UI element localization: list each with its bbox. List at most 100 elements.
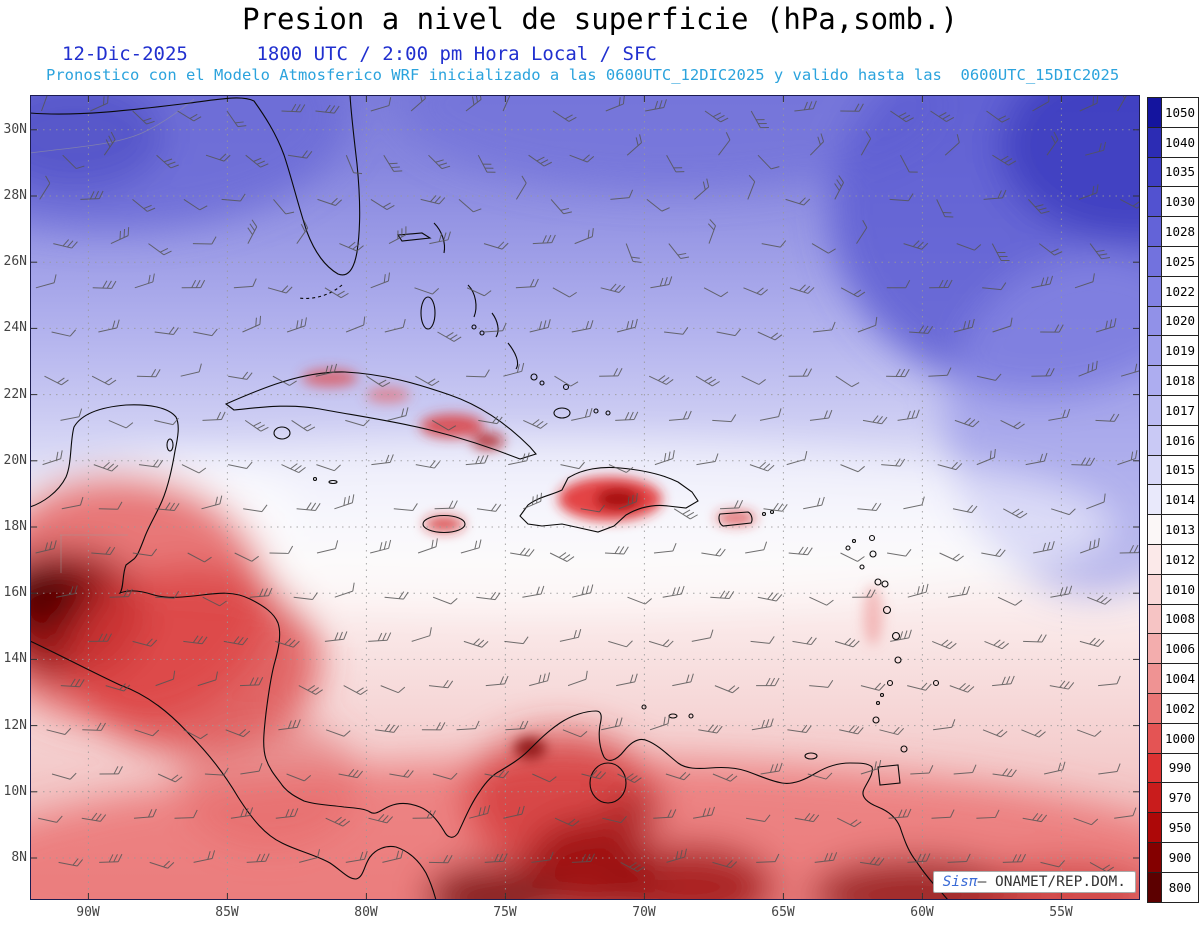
lat-label: 14N xyxy=(3,651,27,666)
colorbar-value: 1040 xyxy=(1162,126,1199,158)
colorbar-level: 970 xyxy=(1147,782,1199,814)
colorbar-value: 1022 xyxy=(1162,275,1199,307)
colorbar-level: 1020 xyxy=(1147,305,1199,337)
lat-label: 24N xyxy=(3,320,27,335)
colorbar-level: 1016 xyxy=(1147,424,1199,456)
colorbar-level: 1012 xyxy=(1147,543,1199,575)
lon-label: 55W xyxy=(1049,905,1073,920)
colorbar-swatch xyxy=(1147,484,1162,516)
colorbar-swatch xyxy=(1147,543,1162,575)
colorbar-value: 1019 xyxy=(1162,335,1199,367)
lon-label: 70W xyxy=(632,905,656,920)
colorbar-swatch xyxy=(1147,156,1162,188)
colorbar-swatch xyxy=(1147,841,1162,873)
colorbar-value: 1000 xyxy=(1162,722,1199,754)
colorbar-swatch xyxy=(1147,365,1162,396)
watermark-text: – ONAMET/REP.DOM. xyxy=(977,874,1126,890)
colorbar-level: 1000 xyxy=(1147,722,1199,754)
lon-label: 85W xyxy=(215,905,239,920)
colorbar-swatch xyxy=(1147,245,1162,277)
colorbar-level: 1010 xyxy=(1147,573,1199,605)
forecast-line: Pronostico con el Modelo Atmosferico WRF… xyxy=(46,66,1120,84)
lon-label: 80W xyxy=(354,905,378,920)
colorbar-level: 950 xyxy=(1147,812,1199,843)
colorbar-swatch xyxy=(1147,692,1162,724)
colorbar-swatch xyxy=(1147,812,1162,843)
colorbar-value: 1018 xyxy=(1162,365,1199,396)
colorbar-swatch xyxy=(1147,663,1162,694)
colorbar-swatch xyxy=(1147,454,1162,486)
colorbar-swatch xyxy=(1147,633,1162,665)
colorbar-level: 900 xyxy=(1147,841,1199,873)
colorbar-swatch xyxy=(1147,394,1162,426)
colorbar-swatch xyxy=(1147,514,1162,545)
colorbar-value: 900 xyxy=(1162,841,1199,873)
colorbar-value: 1025 xyxy=(1162,245,1199,277)
lat-label: 16N xyxy=(3,585,27,600)
colorbar-level: 1002 xyxy=(1147,692,1199,724)
colorbar-level: 1014 xyxy=(1147,484,1199,516)
colorbar-level: 1050 xyxy=(1147,97,1199,128)
colorbar-level: 1035 xyxy=(1147,156,1199,188)
lat-label: 22N xyxy=(3,387,27,402)
colorbar-swatch xyxy=(1147,186,1162,218)
lon-label: 60W xyxy=(910,905,934,920)
coastlines xyxy=(30,95,949,900)
colorbar-level: 800 xyxy=(1147,871,1199,903)
pressure-colorbar: 1050 1040 1035 1030 1028 1025 1022 1020 1019 1018… xyxy=(1147,97,1199,903)
colorbar-value: 1002 xyxy=(1162,692,1199,724)
lat-label: 20N xyxy=(3,453,27,468)
colorbar-level: 1004 xyxy=(1147,663,1199,694)
colorbar-swatch xyxy=(1147,97,1162,128)
colorbar-level: 1017 xyxy=(1147,394,1199,426)
colorbar-value: 1008 xyxy=(1162,603,1199,635)
colorbar-level: 1006 xyxy=(1147,633,1199,665)
colorbar-swatch xyxy=(1147,782,1162,814)
colorbar-value: 950 xyxy=(1162,812,1199,843)
colorbar-value: 1006 xyxy=(1162,633,1199,665)
colorbar-value: 1014 xyxy=(1162,484,1199,516)
colorbar-value: 1020 xyxy=(1162,305,1199,337)
wind-barbs xyxy=(35,95,1140,873)
lon-label: 90W xyxy=(76,905,100,920)
lat-label: 10N xyxy=(3,784,27,799)
axis-ticks xyxy=(30,95,1140,900)
colorbar-value: 1035 xyxy=(1162,156,1199,188)
watermark-brand: Sisπ xyxy=(942,874,978,890)
colorbar-level: 1025 xyxy=(1147,245,1199,277)
colorbar-swatch xyxy=(1147,573,1162,605)
datetime-line: 12-Dic-2025 1800 UTC / 2:00 pm Hora Loca… xyxy=(62,43,657,65)
lat-label: 26N xyxy=(3,254,27,269)
colorbar-swatch xyxy=(1147,871,1162,903)
colorbar-swatch xyxy=(1147,335,1162,367)
colorbar-value: 1028 xyxy=(1162,216,1199,247)
lat-label: 12N xyxy=(3,718,27,733)
colorbar-value: 1017 xyxy=(1162,394,1199,426)
colorbar-value: 1012 xyxy=(1162,543,1199,575)
colorbar-value: 1010 xyxy=(1162,573,1199,605)
colorbar-value: 1016 xyxy=(1162,424,1199,456)
colorbar-level: 1019 xyxy=(1147,335,1199,367)
colorbar-value: 800 xyxy=(1162,871,1199,903)
colorbar-level: 1022 xyxy=(1147,275,1199,307)
pressure-shading-blobs xyxy=(30,95,1140,900)
colorbar-level: 1008 xyxy=(1147,603,1199,635)
lat-label: 30N xyxy=(3,122,27,137)
colorbar-swatch xyxy=(1147,216,1162,247)
colorbar-swatch xyxy=(1147,275,1162,307)
colorbar-value: 1013 xyxy=(1162,514,1199,545)
colorbar-value: 1050 xyxy=(1162,97,1199,128)
colorbar-swatch xyxy=(1147,424,1162,456)
colorbar-value: 1015 xyxy=(1162,454,1199,486)
colorbar-swatch xyxy=(1147,126,1162,158)
lat-label: 28N xyxy=(3,188,27,203)
colorbar-level: 1030 xyxy=(1147,186,1199,218)
page-title: Presion a nivel de superficie (hPa,somb.… xyxy=(242,2,958,36)
lon-label: 75W xyxy=(493,905,517,920)
colorbar-value: 1030 xyxy=(1162,186,1199,218)
colorbar-level: 1013 xyxy=(1147,514,1199,545)
watermark: Sisπ– ONAMET/REP.DOM. xyxy=(932,871,1136,893)
lon-label: 65W xyxy=(771,905,795,920)
grid-lines xyxy=(30,95,1140,900)
